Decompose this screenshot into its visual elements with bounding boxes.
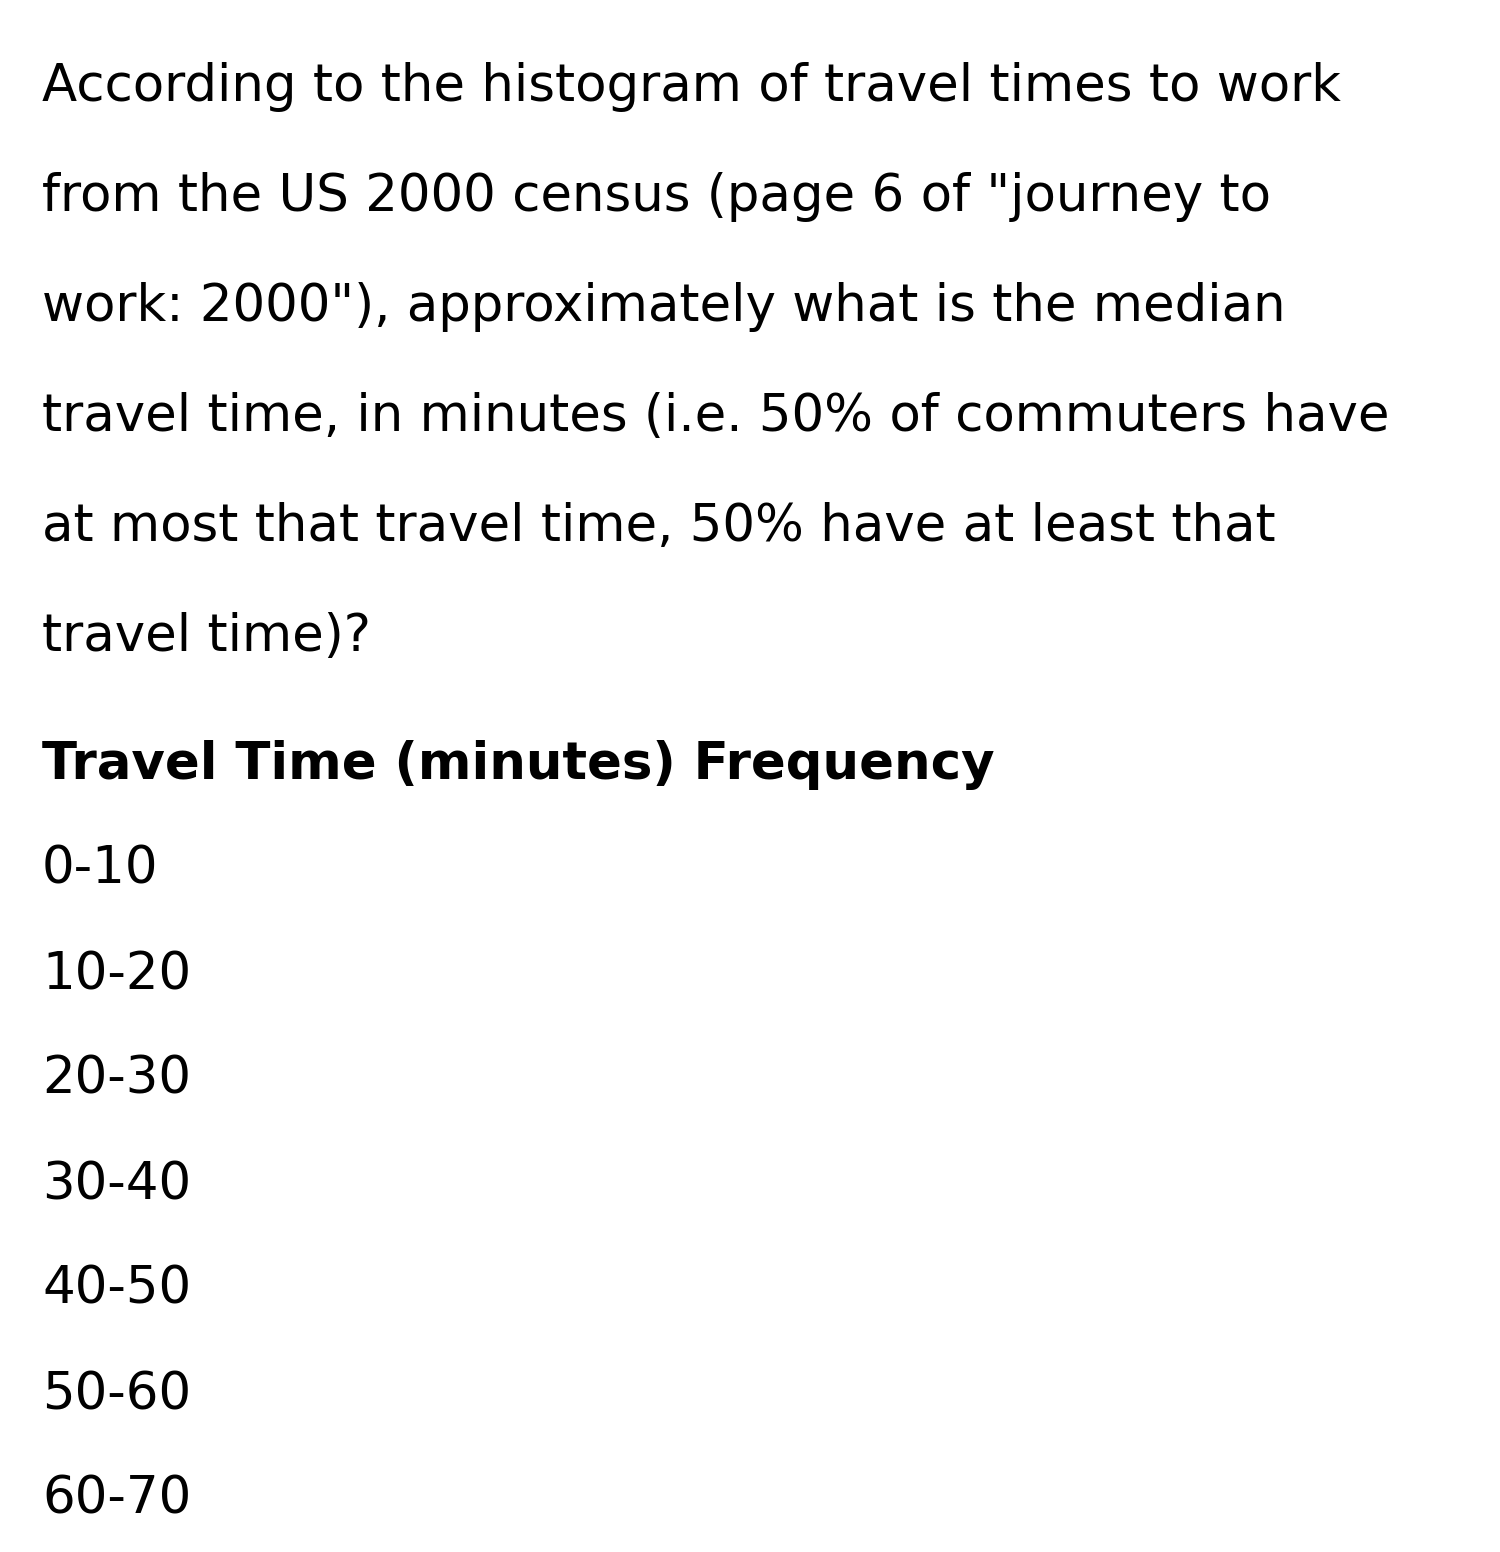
- Text: from the US 2000 census (page 6 of "journey to: from the US 2000 census (page 6 of "jour…: [42, 172, 1270, 222]
- Text: According to the histogram of travel times to work: According to the histogram of travel tim…: [42, 62, 1341, 112]
- Text: at most that travel time, 50% have at least that: at most that travel time, 50% have at le…: [42, 501, 1275, 553]
- Text: travel time)?: travel time)?: [42, 611, 370, 663]
- Text: 0-10: 0-10: [42, 844, 159, 896]
- Text: Travel Time (minutes) Frequency: Travel Time (minutes) Frequency: [42, 740, 994, 790]
- Text: work: 2000"), approximately what is the median: work: 2000"), approximately what is the …: [42, 282, 1286, 332]
- Text: 30-40: 30-40: [42, 1159, 190, 1211]
- Text: 40-50: 40-50: [42, 1265, 190, 1315]
- Text: 60-70: 60-70: [42, 1474, 192, 1526]
- Text: 50-60: 50-60: [42, 1370, 190, 1420]
- Text: 20-30: 20-30: [42, 1055, 190, 1105]
- Text: 10-20: 10-20: [42, 950, 190, 999]
- Text: travel time, in minutes (i.e. 50% of commuters have: travel time, in minutes (i.e. 50% of com…: [42, 393, 1389, 442]
